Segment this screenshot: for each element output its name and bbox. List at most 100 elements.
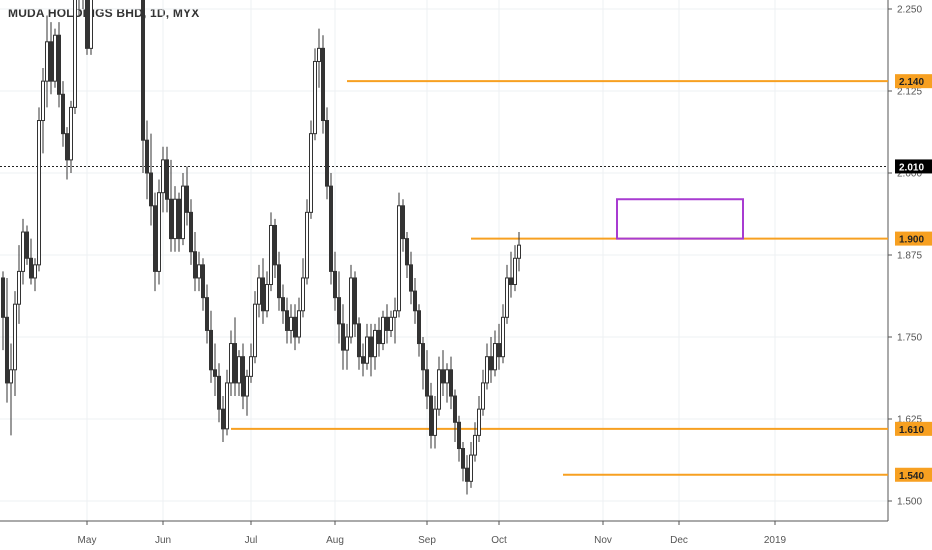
- candle: [425, 350, 429, 410]
- candle-body-down: [261, 277, 265, 312]
- level-label-text: 1.900: [899, 235, 924, 246]
- candle: [429, 382, 433, 449]
- candle-body-up: [481, 382, 485, 410]
- candle-body-up: [53, 34, 57, 82]
- candle-body-down: [409, 264, 413, 292]
- price-tick-label: 1.875: [897, 251, 922, 262]
- candle: [21, 218, 25, 285]
- candle-body-down: [149, 172, 153, 207]
- candle: [421, 337, 425, 390]
- candle: [185, 166, 189, 226]
- candle-body-up: [297, 310, 301, 338]
- candle-body-down: [241, 356, 245, 397]
- candle: [345, 323, 349, 370]
- candle: [233, 317, 237, 397]
- candle: [157, 179, 161, 285]
- candle-body-up: [485, 356, 489, 384]
- candle: [513, 245, 517, 292]
- candle-body-up: [253, 303, 257, 358]
- candle: [45, 15, 49, 108]
- candle: [82, 0, 84, 9]
- candle-body-down: [185, 185, 189, 213]
- time-tick-label: Aug: [326, 535, 344, 546]
- level-label-text: 2.140: [899, 77, 924, 88]
- candle: [193, 232, 197, 292]
- candle: [341, 304, 345, 370]
- candle-body-up: [517, 244, 521, 259]
- candle: [353, 271, 357, 337]
- candle: [409, 251, 413, 305]
- candle: [257, 264, 261, 318]
- level-label-bg: [895, 231, 932, 246]
- candle: [145, 120, 149, 200]
- candle-body-up: [157, 192, 161, 272]
- price-tick-label: 1.750: [897, 333, 922, 344]
- candle-body-down: [277, 264, 281, 299]
- candle-body-down: [385, 316, 389, 331]
- candle: [213, 343, 217, 397]
- candle-body-down: [333, 270, 337, 299]
- candle-body-up: [309, 133, 313, 213]
- candle-body-up: [225, 382, 229, 430]
- candle: [293, 304, 297, 351]
- candle-body-up: [393, 310, 397, 318]
- candle-body-down: [49, 41, 53, 82]
- candle-body-up: [69, 106, 73, 161]
- candle: [205, 284, 209, 344]
- candle: [225, 369, 229, 436]
- candle: [505, 264, 509, 324]
- candle-body-down: [361, 356, 365, 364]
- candle-body-up: [257, 277, 261, 305]
- level-label-text: 1.610: [899, 425, 924, 436]
- candle-body-up: [265, 284, 269, 312]
- candle: [377, 317, 381, 357]
- candle: [465, 455, 469, 495]
- candle-body-down: [285, 310, 289, 331]
- time-tick-label: Nov: [594, 535, 612, 546]
- last-price-text: 2.010: [899, 162, 924, 173]
- candle: [261, 258, 265, 324]
- candle-body-up: [469, 454, 473, 482]
- candle: [49, 22, 53, 95]
- candle-body-up: [505, 277, 509, 318]
- candle-body-down: [369, 336, 373, 358]
- candle-body-down: [321, 47, 325, 122]
- candle: [437, 356, 441, 416]
- candle: [189, 199, 193, 265]
- candle-body-down: [169, 198, 173, 240]
- candle-body-down: [413, 290, 417, 312]
- candle: [265, 271, 269, 318]
- candle-body-up: [21, 231, 25, 272]
- candle-body-up: [473, 434, 477, 456]
- candle: [305, 199, 309, 285]
- candle-body-up: [477, 408, 481, 436]
- candle: [493, 330, 497, 377]
- candle: [325, 107, 329, 200]
- candle: [78, 0, 80, 16]
- candle: [317, 28, 321, 88]
- candle: [301, 258, 305, 318]
- candle-body-down: [205, 297, 209, 331]
- candle: [397, 192, 401, 318]
- candle: [469, 441, 473, 488]
- candle-body-down: [429, 395, 433, 436]
- level-label-box: 1.610: [895, 421, 932, 436]
- price-axis: 3.0002.8752.7502.6252.5002.3752.2502.125…: [888, 5, 922, 508]
- candle: [329, 173, 333, 285]
- candle: [457, 415, 461, 462]
- candle-body-down: [405, 238, 409, 266]
- time-tick-label: 2019: [764, 535, 787, 546]
- candle: [321, 35, 325, 134]
- candle-body-down: [353, 277, 357, 325]
- candle-body-down: [449, 369, 453, 397]
- time-tick-label: Jun: [155, 535, 171, 546]
- candle-body-up: [161, 159, 165, 194]
- candle-body-up: [17, 270, 21, 305]
- candle: [61, 81, 65, 147]
- level-label-bg: [895, 421, 932, 436]
- candle: [57, 22, 61, 108]
- candle: [445, 363, 449, 403]
- support-resistance-levels: [231, 80, 888, 476]
- candle: [73, 0, 77, 114]
